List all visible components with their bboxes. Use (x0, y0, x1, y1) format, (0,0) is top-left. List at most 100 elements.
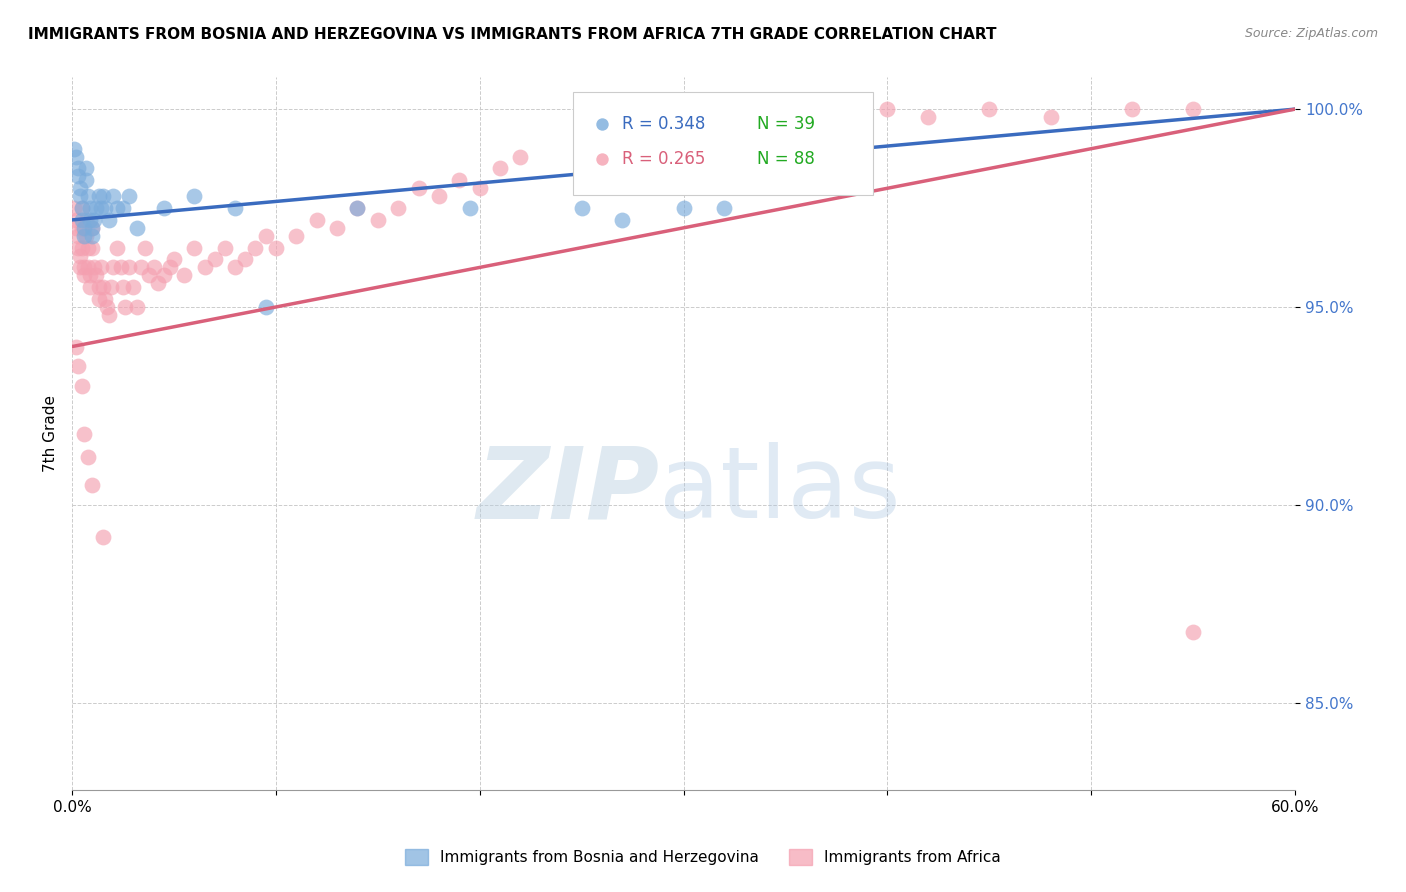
Point (73, 426, 96, 441)
Text: R = 0.265: R = 0.265 (623, 151, 706, 169)
Point (69, 248, 91, 262)
Point (152, 268, 174, 283)
Point (86, 268, 108, 283)
Point (70, 379, 93, 393)
Point (110, 260, 132, 275)
Point (73, 228, 96, 243)
Point (835, 110, 858, 124)
Legend: Immigrants from Bosnia and Herzegovina, Immigrants from Africa: Immigrants from Bosnia and Herzegovina, … (399, 843, 1007, 871)
Point (285, 228, 308, 243)
Point (305, 213, 328, 227)
Point (571, 142, 593, 156)
Point (449, 173, 471, 187)
Point (82, 220, 104, 235)
Point (67, 169, 90, 184)
Point (87, 189, 110, 203)
Point (70, 213, 93, 227)
Point (111, 280, 134, 294)
Point (775, 110, 797, 124)
Point (254, 300, 277, 314)
Point (122, 280, 145, 294)
Point (65, 150, 87, 164)
Point (489, 161, 512, 176)
Point (346, 201, 368, 215)
Point (69, 181, 91, 195)
Point (105, 241, 128, 255)
Point (75, 228, 97, 243)
Point (118, 260, 141, 275)
Point (458, 201, 481, 215)
Point (79, 201, 101, 215)
Point (127, 300, 149, 314)
Point (77, 260, 100, 275)
Text: Source: ZipAtlas.com: Source: ZipAtlas.com (1244, 27, 1378, 40)
Point (631, 134, 654, 148)
Point (75, 213, 97, 227)
Point (100, 280, 122, 294)
Point (571, 201, 593, 215)
Y-axis label: 7th Grade: 7th Grade (44, 395, 58, 472)
Point (70, 241, 93, 255)
Point (917, 110, 939, 124)
Point (97, 308, 120, 322)
Point (672, 121, 695, 136)
Text: R = 0.348: R = 0.348 (623, 115, 706, 133)
Point (83, 260, 105, 275)
Point (90, 260, 112, 275)
Point (979, 102, 1001, 116)
Point (65, 213, 87, 227)
Point (73, 220, 96, 235)
Point (876, 102, 898, 116)
Point (75, 161, 97, 176)
Point (1121, 102, 1143, 116)
Point (67, 228, 90, 243)
Text: N = 39: N = 39 (756, 115, 815, 133)
Point (159, 260, 181, 275)
Point (224, 201, 246, 215)
Point (1182, 624, 1205, 639)
Point (387, 201, 409, 215)
Point (408, 181, 430, 195)
Point (509, 150, 531, 164)
Point (79, 280, 101, 294)
FancyBboxPatch shape (574, 92, 873, 195)
Point (114, 300, 136, 314)
Point (1039, 110, 1062, 124)
Point (131, 260, 153, 275)
Point (163, 252, 186, 267)
Point (70, 220, 93, 235)
Point (70, 201, 93, 215)
Point (254, 228, 277, 243)
Point (77, 450, 100, 465)
Point (943, 359, 966, 374)
Point (101, 189, 124, 203)
Point (1182, 102, 1205, 116)
Text: N = 88: N = 88 (756, 151, 815, 169)
Point (90, 201, 112, 215)
Point (70, 201, 93, 215)
Point (67, 359, 90, 374)
Point (82, 478, 104, 492)
Point (93, 292, 115, 306)
Point (173, 268, 195, 283)
Point (79, 213, 101, 227)
Point (77, 241, 100, 255)
Point (91, 530, 114, 544)
Point (93, 201, 115, 215)
Point (233, 252, 256, 267)
Point (87, 292, 110, 306)
Point (82, 220, 104, 235)
Point (612, 213, 634, 227)
Text: atlas: atlas (659, 442, 901, 539)
Point (204, 252, 226, 267)
Point (63, 201, 86, 215)
Point (427, 189, 450, 203)
Point (214, 241, 236, 255)
Point (97, 213, 120, 227)
Point (346, 201, 368, 215)
Point (224, 260, 246, 275)
Point (67, 241, 90, 255)
Point (96, 300, 118, 314)
Point (134, 241, 156, 255)
Point (152, 201, 174, 215)
